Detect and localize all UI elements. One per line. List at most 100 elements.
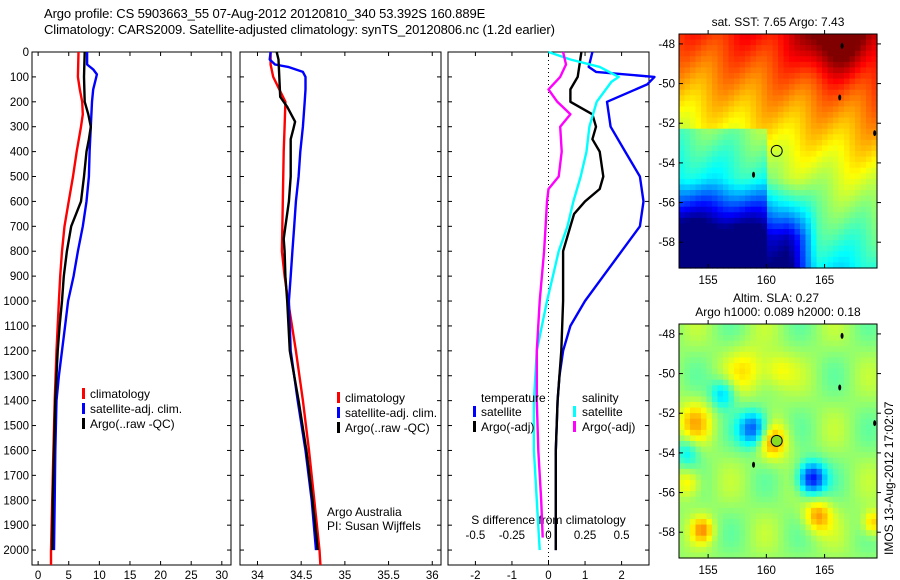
map-cell — [761, 496, 768, 503]
map-cell — [728, 39, 735, 46]
map-cell — [723, 418, 730, 425]
map-cell — [789, 89, 796, 96]
map-cell — [690, 162, 697, 169]
map-cell — [860, 251, 867, 258]
map-cell — [745, 340, 752, 347]
map-cell — [701, 368, 708, 375]
map-cell — [750, 178, 757, 186]
map-cell — [690, 535, 697, 542]
map-cell — [706, 396, 713, 403]
map-cell — [860, 546, 867, 554]
map-cell — [695, 480, 702, 487]
map-cell — [739, 39, 746, 46]
map-cell — [761, 195, 768, 202]
map-cell — [866, 396, 873, 403]
map-cell — [728, 67, 735, 74]
map-cell — [783, 413, 790, 420]
map-cell — [838, 139, 845, 147]
map-cell — [855, 435, 862, 442]
map-cell — [805, 156, 812, 163]
map-cell — [739, 424, 746, 431]
map-cell — [756, 100, 763, 108]
map-cell — [750, 329, 757, 336]
map-cell — [805, 457, 812, 464]
map-cell — [805, 128, 812, 135]
map-cell — [728, 123, 735, 130]
map-cell — [761, 446, 768, 453]
map-cell — [695, 240, 702, 247]
map-cell — [761, 34, 768, 41]
map-cell — [822, 234, 829, 241]
map-cell — [772, 112, 779, 119]
map-cell — [684, 491, 691, 498]
map-cell — [860, 324, 867, 331]
map-cell — [871, 363, 878, 370]
map-cell — [789, 429, 796, 437]
map-cell — [684, 84, 691, 91]
map-cell — [811, 329, 818, 336]
map-cell — [734, 535, 741, 542]
map-cell — [800, 335, 807, 342]
map-cell — [849, 429, 856, 437]
map-cell — [871, 390, 878, 398]
map-cell — [684, 256, 691, 264]
map-cell — [728, 357, 735, 364]
map-cell — [778, 524, 785, 531]
map-cell — [739, 67, 746, 74]
map-cell — [860, 178, 867, 186]
map-cell — [745, 390, 752, 398]
map-cell — [827, 89, 834, 96]
map-cell — [871, 117, 878, 124]
map-cell — [833, 128, 840, 135]
map-cell — [860, 363, 867, 370]
map-cell — [723, 452, 730, 459]
map-cell — [750, 84, 757, 91]
map-cell — [679, 195, 686, 202]
map-cell — [860, 429, 867, 437]
map-cell — [794, 112, 801, 119]
map-cell — [849, 256, 856, 264]
map-cell — [811, 368, 818, 375]
map-cell — [838, 446, 845, 453]
map-cell — [712, 340, 719, 347]
map-cell — [706, 329, 713, 336]
map-cell — [712, 485, 719, 492]
map-cell — [750, 407, 757, 414]
map-cell — [844, 67, 851, 74]
map-cell — [695, 262, 702, 269]
map-cell — [833, 34, 840, 41]
map-cell — [723, 34, 730, 41]
map-cell — [728, 396, 735, 403]
map-cell — [783, 491, 790, 498]
map-cell — [690, 480, 697, 487]
map-cell — [745, 379, 752, 386]
map-cell — [805, 123, 812, 130]
map-cell — [750, 480, 757, 487]
map-cell — [860, 151, 867, 158]
map-cell — [734, 480, 741, 487]
map-cell — [778, 184, 785, 191]
map-cell — [866, 413, 873, 420]
map-cell — [756, 167, 763, 174]
map-cell — [871, 256, 878, 264]
map-cell — [761, 429, 768, 437]
profile-panel-temperature-profile: 0 5 10 15 20 25 300100200300400500600700800900… — [3, 47, 232, 580]
map-cell — [827, 229, 834, 236]
map-cell — [783, 519, 790, 526]
map-cell — [800, 229, 807, 236]
map-cell — [827, 173, 834, 180]
map-cell — [827, 106, 834, 113]
map-cell — [833, 435, 840, 442]
map-cell — [734, 234, 741, 241]
map-cell — [827, 240, 834, 247]
map-cell — [750, 67, 757, 74]
map-cell — [712, 374, 719, 381]
map-cell — [811, 50, 818, 57]
map-cell — [684, 418, 691, 425]
map-cell — [811, 468, 818, 476]
map-cell — [860, 112, 867, 119]
map-cell — [871, 429, 878, 437]
map-cell — [772, 195, 779, 202]
map-cell — [855, 89, 862, 96]
map-cell — [745, 418, 752, 425]
